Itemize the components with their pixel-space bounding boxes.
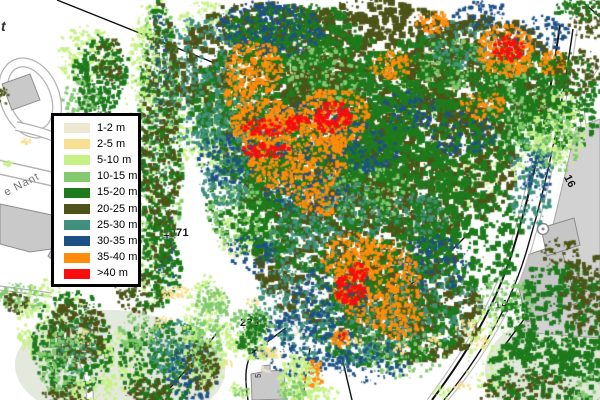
legend-row: 15-20 m: [64, 185, 138, 201]
legend-swatch: [64, 236, 90, 247]
legend-swatch: [64, 123, 90, 134]
legend-row: 2-5 m: [64, 136, 138, 152]
legend-row: 30-35 m: [64, 233, 138, 249]
legend-swatch: [64, 155, 90, 166]
canopy-height-legend: 1-2 m 2-5 m 5-10 m 10-15 m 15-20 m 20-25 m 25-…: [51, 113, 141, 287]
legend-label: 10-15 m: [97, 170, 138, 183]
legend-swatch: [64, 220, 90, 231]
legend-swatch: [64, 139, 90, 150]
legend-swatch: [64, 171, 90, 182]
legend-label: 1-2 m: [97, 121, 126, 134]
legend-label: 15-20 m: [97, 186, 138, 199]
legend-label: >40 m: [97, 267, 128, 280]
legend-label: 2-5 m: [97, 137, 126, 150]
legend-label: 30-35 m: [97, 234, 138, 247]
legend-row: 10-15 m: [64, 169, 138, 185]
legend-swatch: [64, 268, 90, 279]
legend-label: 5-10 m: [97, 153, 132, 166]
legend-row: 35-40 m: [64, 250, 138, 266]
legend-row: 1-2 m: [64, 120, 138, 136]
legend-row: 20-25 m: [64, 201, 138, 217]
legend-label: 20-25 m: [97, 202, 138, 215]
legend-label: 35-40 m: [97, 251, 138, 264]
legend-row: >40 m: [64, 266, 138, 282]
legend-swatch: [64, 252, 90, 263]
legend-swatch: [64, 204, 90, 215]
legend-row: 25-30 m: [64, 217, 138, 233]
legend-label: 25-30 m: [97, 218, 138, 231]
legend-row: 5-10 m: [64, 152, 138, 168]
legend-swatch: [64, 187, 90, 198]
